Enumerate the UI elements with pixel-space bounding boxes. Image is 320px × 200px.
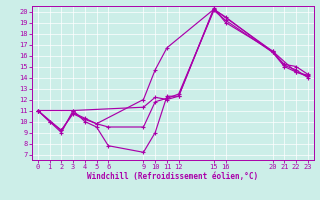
X-axis label: Windchill (Refroidissement éolien,°C): Windchill (Refroidissement éolien,°C) xyxy=(87,172,258,181)
